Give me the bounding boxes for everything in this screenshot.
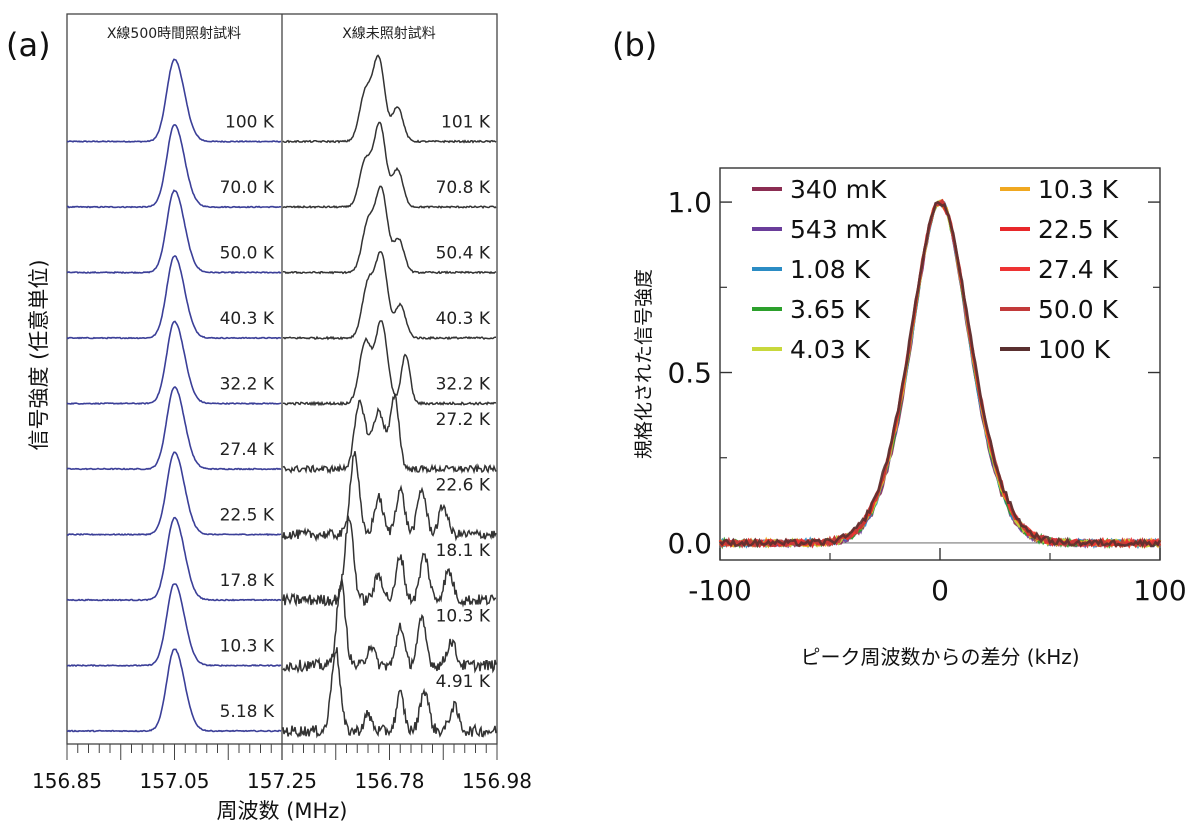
x-tick-label: 0 (931, 574, 949, 607)
series-curve (718, 198, 1161, 549)
spectrum-left (66, 123, 282, 209)
spectrum-right (282, 185, 497, 275)
temperature-label-left: 32.2 K (220, 375, 275, 395)
panel-b-legend: 340 mK 543 mK 1.08 K 3.65 K 4.03 K 10.3 K 22.5… (752, 175, 1119, 364)
legend-label: 4.03 K (790, 335, 871, 364)
panel-a-xlabel: 周波数 (MHz) (217, 799, 348, 823)
series-curve (719, 198, 1162, 549)
legend-label: 100 K (1038, 335, 1111, 364)
legend-label: 1.08 K (790, 255, 871, 284)
temperature-label-right: 10.3 K (436, 607, 491, 627)
panel-b-ylabel: 規格化された信号強度 (633, 269, 655, 459)
temperature-label-left: 50.0 K (220, 244, 275, 264)
right-column-title: X線未照射試料 (342, 26, 436, 42)
x-tick-label: 156.85 (32, 769, 102, 793)
temperature-label-left: 100 K (225, 113, 275, 133)
legend-label: 340 mK (790, 175, 887, 204)
x-tick-label: 157.05 (140, 769, 210, 793)
panel-a-x-ticks (66, 744, 498, 760)
temperature-label-left: 70.0 K (220, 178, 275, 198)
spectrum-left (66, 386, 282, 471)
legend-label: 543 mK (790, 215, 887, 244)
legend-label: 27.4 K (1038, 255, 1119, 284)
panel-b-label: (b) (612, 26, 657, 64)
x-tick-label: -100 (688, 574, 752, 607)
temperature-label-left: 17.8 K (220, 571, 275, 591)
spectrum-left (66, 254, 282, 340)
spectrum-right (282, 451, 497, 543)
spectrum-left (66, 583, 282, 667)
spectrum-right (282, 320, 497, 407)
series-curve (719, 200, 1162, 548)
panel-a: X線500時間照射試料 X線未照射試料 100 K 70.0 K 50.0 K 40.… (27, 13, 532, 823)
panel-b-axes: 0.0 0.5 1.0 -100 0 100 (667, 186, 1186, 607)
panel-b-curves (718, 198, 1162, 550)
spectrum-left (66, 648, 282, 733)
spectrum-left (66, 451, 282, 537)
legend-label: 3.65 K (790, 295, 871, 324)
temperature-label-left: 40.3 K (220, 309, 275, 329)
spectrum-left (66, 320, 282, 406)
left-column-title: X線500時間照射試料 (107, 26, 241, 42)
panel-a-right-spectra: 101 K 70.8 K 50.4 K 40.3 K 32.2 K 27.2 K 22.6 … (282, 54, 497, 739)
spectrum-right (282, 251, 496, 341)
panel-a-ylabel: 信号強度 (任意単位) (27, 259, 51, 450)
temperature-label-left: 5.18 K (220, 702, 275, 722)
panel-b-xlabel: ピーク周波数からの差分 (kHz) (800, 645, 1079, 669)
x-tick-label: 100 (1133, 574, 1186, 607)
panel-a-left-spectra: 100 K 70.0 K 50.0 K 40.3 K 32.2 K 27.4 K 22.5 … (66, 58, 282, 733)
y-tick-label: 0.5 (667, 357, 712, 390)
spectrum-left (66, 58, 281, 143)
temperature-label-right: 101 K (441, 113, 491, 133)
temperature-label-left: 22.5 K (220, 506, 275, 526)
spectrum-right (282, 515, 496, 608)
x-tick-label: 157.25 (247, 769, 317, 793)
panel-a-x-tick-labels: 156.85 157.05 157.25 156.78 156.98 (32, 769, 532, 793)
y-tick-label: 0.0 (667, 527, 712, 560)
spectrum-right (282, 121, 497, 210)
spectrum-right (282, 54, 497, 144)
temperature-label-left: 10.3 K (220, 637, 275, 657)
spectrum-right (282, 647, 497, 739)
panel-a-label: (a) (6, 26, 51, 64)
spectrum-left (66, 189, 282, 275)
spectrum-right (282, 577, 497, 674)
temperature-label-right: 4.91 K (436, 672, 491, 692)
x-tick-label: 156.98 (462, 769, 532, 793)
series-curve (718, 200, 1161, 550)
temperature-label-right: 50.4 K (436, 244, 491, 264)
temperature-label-left: 27.4 K (220, 440, 275, 460)
spectrum-left (66, 516, 282, 602)
temperature-label-right: 27.2 K (436, 410, 491, 430)
temperature-label-right: 32.2 K (436, 375, 491, 395)
spectrum-right (282, 393, 497, 475)
legend-label: 22.5 K (1038, 215, 1119, 244)
temperature-label-right: 18.1 K (436, 541, 491, 561)
x-tick-label: 156.78 (355, 769, 425, 793)
panel-b: 0.0 0.5 1.0 -100 0 100 340 mK 543 mK 1.08 K 3.65… (633, 167, 1187, 669)
y-tick-label: 1.0 (667, 186, 712, 219)
legend-label: 10.3 K (1038, 175, 1119, 204)
temperature-label-right: 70.8 K (436, 178, 491, 198)
temperature-label-right: 40.3 K (436, 309, 491, 329)
series-curve (719, 198, 1161, 549)
temperature-label-right: 22.6 K (436, 476, 491, 496)
legend-label: 50.0 K (1038, 295, 1119, 324)
